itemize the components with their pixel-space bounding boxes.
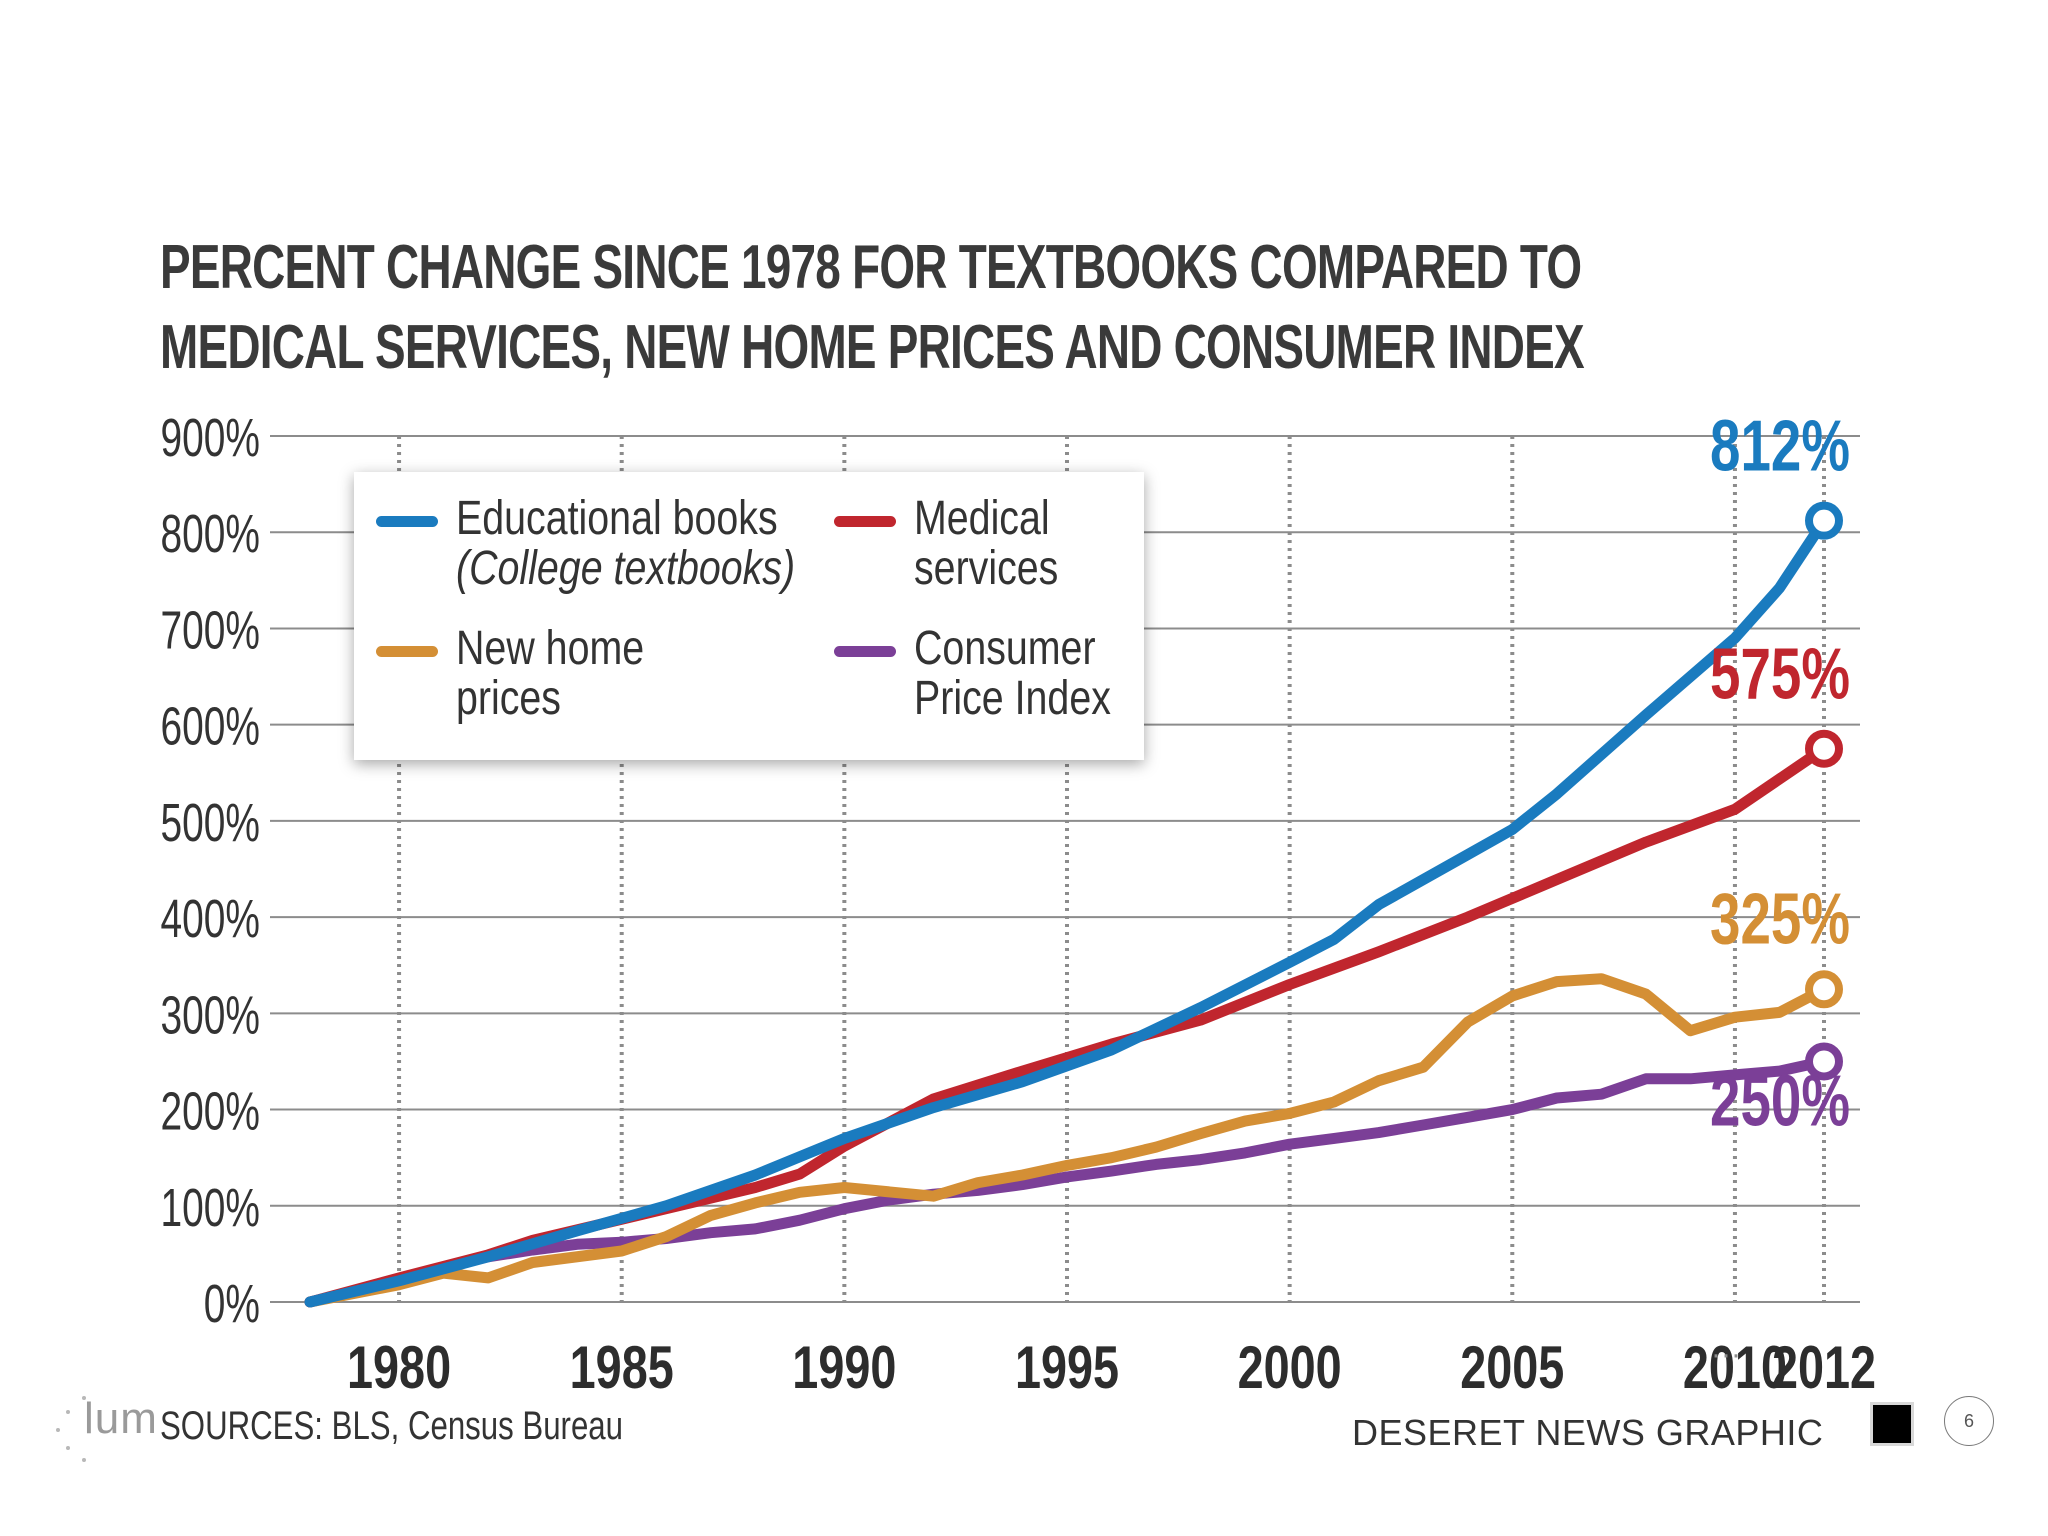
x-tick-label: 1980 <box>347 1334 451 1401</box>
legend-cpi-line-2: Price Index <box>914 672 1111 725</box>
legend-swatch-textbooks <box>376 516 438 527</box>
legend-swatch-cpi <box>834 646 896 657</box>
end-marker-3 <box>1805 1042 1843 1081</box>
legend-label-homes: New home prices <box>456 624 644 724</box>
x-tick-label: 1985 <box>570 1334 674 1401</box>
y-axis-tick-labels: 0% 100% 200% 300% 400% 500% 600% 700% 800% 900% <box>161 407 260 1334</box>
legend-swatch-medical <box>834 516 896 527</box>
legend-textbooks-line-1: Educational books <box>456 492 778 545</box>
y-tick-label: 100% <box>161 1176 260 1237</box>
series-line-2 <box>304 973 1830 1308</box>
end-value-label-3: 250% <box>1710 1060 1850 1141</box>
x-tick-label: 1995 <box>1015 1334 1119 1401</box>
y-tick-label: 300% <box>161 984 260 1045</box>
x-tick-label: 2000 <box>1238 1334 1342 1401</box>
legend-medical-line-2: services <box>914 542 1059 595</box>
y-tick-label: 200% <box>161 1080 260 1141</box>
logo-text: lum <box>84 1394 158 1443</box>
legend-swatch-homes <box>376 646 438 657</box>
y-tick-label: 800% <box>161 503 260 564</box>
y-tick-label: 900% <box>161 407 260 468</box>
legend-cpi-line-1: Consumer <box>914 622 1096 675</box>
series-line-0 <box>304 515 1830 1308</box>
graphic-credit: DESERET NEWS GRAPHIC <box>1352 1412 1824 1453</box>
legend-item-cpi: Consumer Price Index <box>834 624 1154 724</box>
chart-title-line-1: PERCENT CHANGE SINCE 1978 FOR TEXTBOOKS … <box>160 233 1582 302</box>
x-tick-label: 2005 <box>1460 1334 1564 1401</box>
x-tick-label: 2012 <box>1772 1334 1876 1401</box>
y-tick-label: 700% <box>161 599 260 660</box>
page-number-badge[interactable]: 6 <box>1944 1396 1994 1446</box>
legend-label-medical: Medical services <box>914 494 1058 594</box>
end-markers: 812% 575% 325% 250% <box>1710 405 1850 1141</box>
legend-item-textbooks: Educational books (College textbooks) <box>376 494 870 594</box>
y-tick-label: 600% <box>161 695 260 756</box>
legend-label-textbooks: Educational books (College textbooks) <box>456 494 795 594</box>
end-marker-0 <box>1805 501 1843 540</box>
x-tick-label: 1990 <box>792 1334 896 1401</box>
end-value-label-1: 575% <box>1710 633 1850 714</box>
end-value-label-2: 325% <box>1710 878 1850 959</box>
series-line-1 <box>304 743 1830 1308</box>
chart-title-line-2: MEDICAL SERVICES, NEW HOME PRICES AND CO… <box>160 313 1585 382</box>
end-marker-2 <box>1805 970 1843 1009</box>
sources-note: SOURCES: BLS, Census Bureau <box>160 1404 624 1448</box>
legend-homes-line-1: New home <box>456 622 645 675</box>
legend-label-cpi: Consumer Price Index <box>914 624 1111 724</box>
x-tick-label: 2010 <box>1683 1334 1787 1401</box>
series-lines <box>304 515 1830 1308</box>
legend-medical-line-1: Medical <box>914 492 1050 545</box>
y-tick-label: 500% <box>161 792 260 853</box>
series-line-3 <box>304 1055 1830 1308</box>
chart-title: PERCENT CHANGE SINCE 1978 FOR TEXTBOOKS … <box>160 228 1585 388</box>
x-axis-ellipsis: ··· <box>1711 1338 1741 1371</box>
legend-item-homes: New home prices <box>376 624 685 724</box>
end-marker-1 <box>1805 729 1843 768</box>
end-value-label-0: 812% <box>1710 405 1850 486</box>
y-tick-label: 400% <box>161 888 260 949</box>
lumen-logo: lum <box>48 1392 168 1462</box>
legend-textbooks-line-2: (College textbooks) <box>456 542 796 595</box>
legend-item-medical: Medical services <box>834 494 1090 594</box>
chart-legend: Educational books (College textbooks) Me… <box>354 472 1144 760</box>
slide-nav-button[interactable] <box>1870 1402 1914 1446</box>
legend-homes-line-2: prices <box>456 672 561 725</box>
y-tick-label: 0% <box>204 1273 260 1334</box>
